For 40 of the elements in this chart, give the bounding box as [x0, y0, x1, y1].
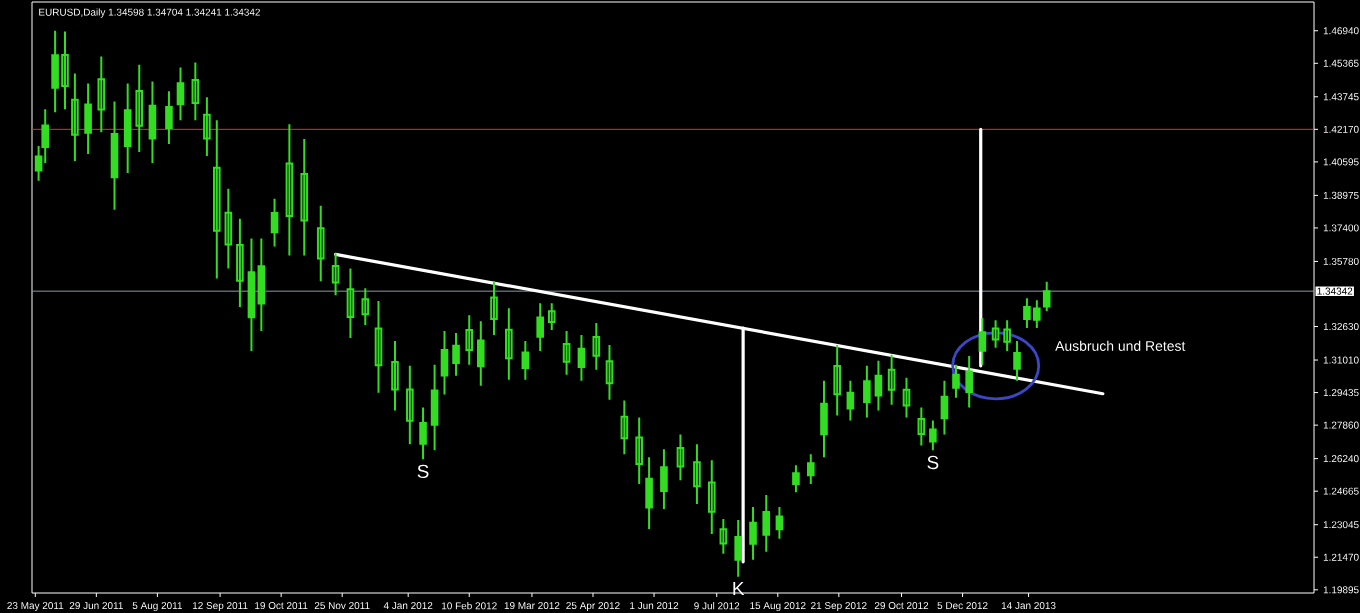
x-tick-label: 25 Apr 2012: [566, 602, 620, 612]
y-tick-label: 1.35780: [1323, 257, 1359, 265]
y-tick-label: 1.32630: [1323, 323, 1359, 331]
y-tick-label: 1.31010: [1323, 356, 1359, 364]
y-tick-label: 1.38975: [1323, 191, 1359, 199]
x-tick-label: 5 Aug 2011: [132, 602, 183, 612]
x-tick-label: 19 Mar 2012: [504, 602, 560, 610]
y-tick-label: 1.26240: [1323, 455, 1359, 463]
x-tick-label: 23 May 2011: [7, 602, 64, 612]
ref-line-label: 1.34342: [1317, 287, 1353, 295]
x-tick-label: 21 Sep 2012: [811, 602, 867, 612]
annotation: S: [927, 455, 939, 470]
annotation: Ausbruch und Retest: [1055, 340, 1186, 351]
x-tick-label: 12 Sep 2011: [192, 602, 248, 612]
y-tick-label: 1.24665: [1323, 487, 1359, 495]
y-tick-label: 1.45365: [1323, 59, 1359, 67]
text: EURUSD,Daily 1.34598 1.34704 1.34241 1.34342: [39, 8, 260, 18]
y-tick-label: 1.29435: [1323, 389, 1359, 397]
x-tick-label: 25 Nov 2011: [314, 602, 370, 610]
x-tick-label: 4 Jan 2012: [383, 602, 433, 610]
x-tick-label: 9 Jul 2012: [694, 602, 740, 610]
annotation: S: [417, 464, 429, 479]
x-tick-label: 19 Oct 2011: [255, 602, 308, 610]
y-tick-label: 1.27860: [1323, 421, 1359, 429]
y-tick-label: 1.43745: [1323, 93, 1359, 101]
y-tick-label: 1.23045: [1323, 521, 1359, 529]
x-tick-label: 29 Jun 2011: [69, 602, 123, 610]
annotation: K: [733, 582, 745, 596]
y-tick-label: 1.21470: [1323, 553, 1359, 561]
x-tick-label: 14 Jan 2013: [1001, 602, 1056, 610]
x-tick-label: 10 Feb 2012: [442, 602, 497, 610]
x-tick-label: 1 Jun 2012: [630, 602, 679, 610]
y-tick-label: 1.19895: [1323, 586, 1359, 594]
y-tick-label: 1.46940: [1323, 27, 1359, 35]
x-tick-label: 5 Dec 2012: [937, 602, 988, 610]
y-tick-label: 1.42170: [1323, 125, 1359, 133]
x-tick-label: 29 Oct 2012: [874, 602, 929, 610]
y-tick-label: 1.37400: [1323, 224, 1359, 232]
y-tick-label: 1.40595: [1323, 158, 1359, 166]
x-tick-label: 15 Aug 2012: [750, 602, 806, 612]
